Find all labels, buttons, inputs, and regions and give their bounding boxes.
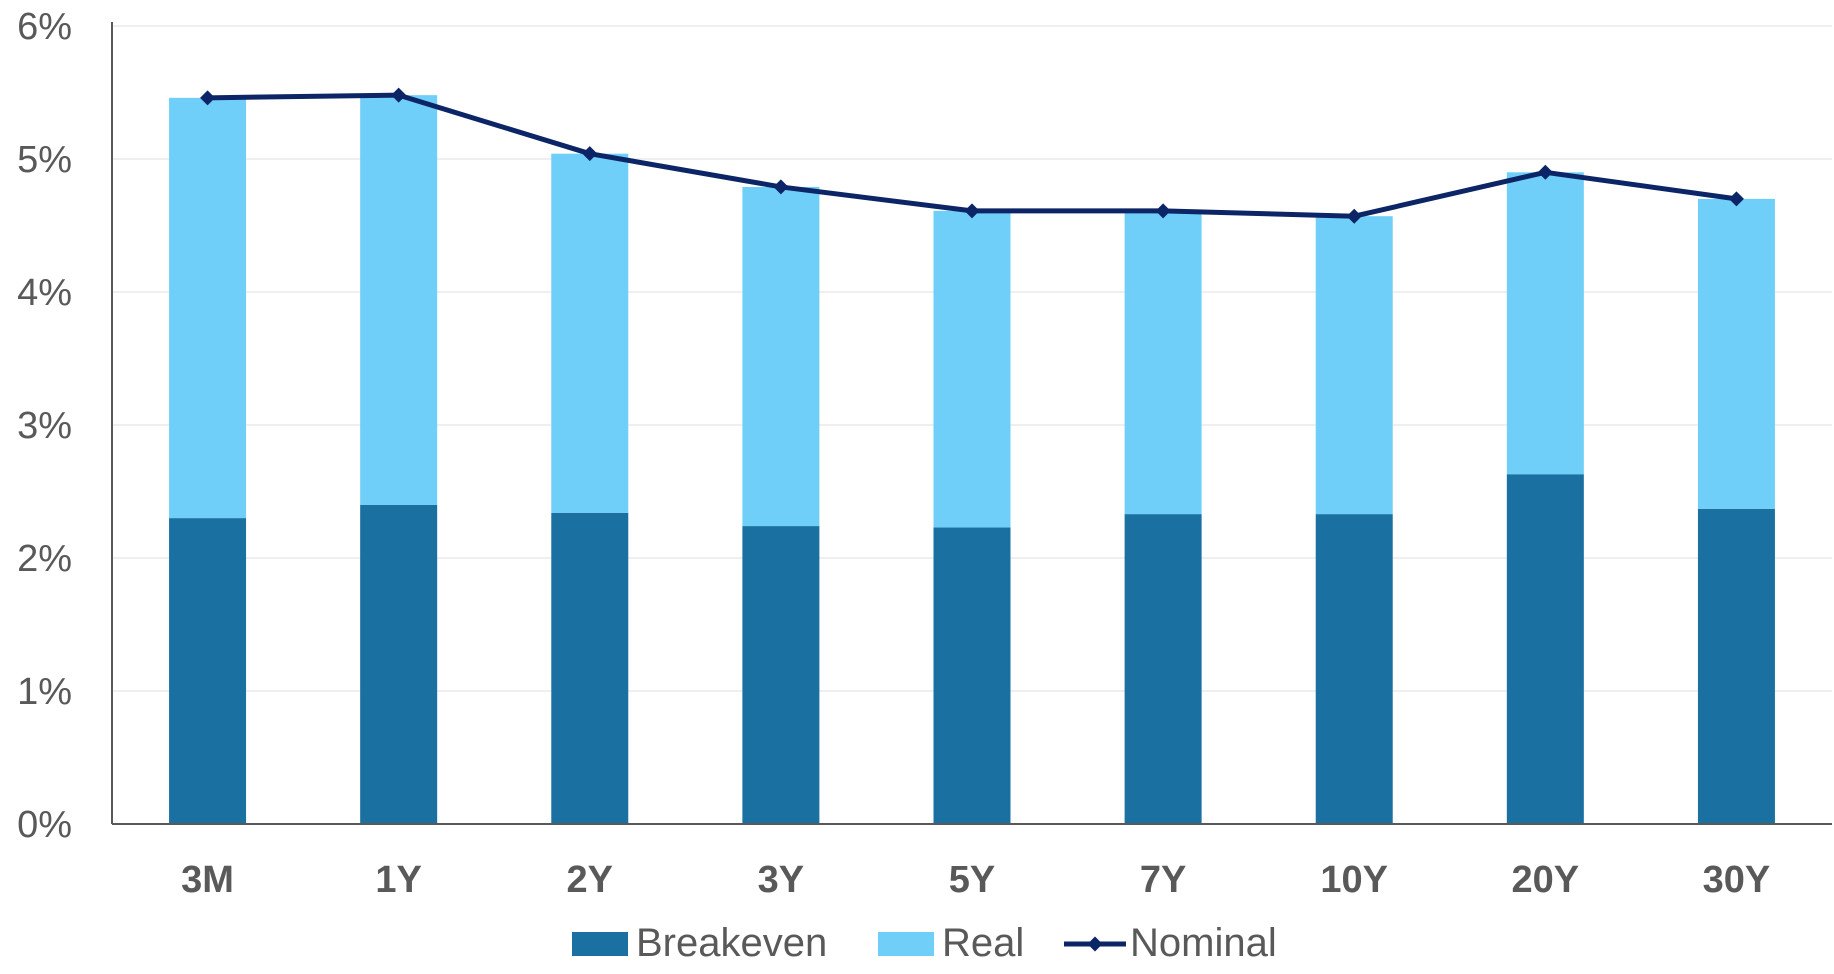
legend-label-breakeven: Breakeven [636, 921, 827, 965]
point-nominal-30y [1728, 191, 1744, 207]
x-tick-label-3y: 3Y [758, 859, 804, 901]
y-tick-label: 6% [17, 6, 72, 48]
axes: 0% 1% 2% 3% 4% 5% 6% 3M 1Y 2Y 3Y 5Y 7Y 10Y 20Y 30Y [17, 6, 1832, 901]
point-nominal-20y [1537, 164, 1553, 180]
y-tick-label: 0% [17, 804, 72, 846]
point-nominal-3y [773, 179, 789, 195]
bar-real-20y [1506, 172, 1584, 475]
bar-breakeven-30y [1697, 508, 1775, 824]
y-tick-label: 4% [17, 272, 72, 314]
bar-breakeven-20y [1506, 474, 1584, 824]
x-tick-label-2y: 2Y [567, 859, 613, 901]
point-nominal-10y [1346, 208, 1362, 224]
legend-marker-nominal [1087, 936, 1103, 952]
bar-breakeven-2y [551, 512, 629, 824]
legend-swatch-real [878, 932, 934, 956]
bar-breakeven-3y [742, 526, 820, 824]
x-tick-label-5y: 5Y [949, 859, 995, 901]
bar-breakeven-7y [1124, 514, 1202, 824]
x-tick-label-20y: 20Y [1512, 859, 1580, 901]
bar-real-3y [742, 186, 820, 527]
bar-breakeven-10y [1315, 514, 1393, 824]
legend-label-nominal: Nominal [1130, 921, 1277, 965]
x-tick-label-7y: 7Y [1140, 859, 1186, 901]
point-nominal-7y [1155, 203, 1171, 219]
bars [169, 95, 1775, 824]
bar-real-10y [1315, 216, 1393, 515]
bar-real-5y [933, 210, 1011, 528]
y-tick-label: 2% [17, 538, 72, 580]
x-tick-label-3m: 3M [181, 859, 234, 901]
legend: Breakeven Real Nominal [572, 921, 1277, 965]
y-tick-label: 3% [17, 405, 72, 447]
bar-real-2y [551, 153, 629, 513]
bar-real-30y [1697, 198, 1775, 509]
y-tick-label: 5% [17, 139, 72, 181]
point-nominal-1y [391, 87, 407, 103]
legend-label-real: Real [942, 921, 1024, 965]
nominal-line-layer [200, 87, 1744, 224]
point-nominal-2y [582, 146, 598, 162]
bar-real-7y [1124, 210, 1202, 515]
bar-breakeven-3m [169, 518, 247, 824]
point-nominal-3m [200, 90, 216, 106]
bar-breakeven-1y [360, 504, 438, 824]
bar-real-3m [169, 97, 247, 519]
bar-breakeven-5y [933, 527, 1011, 824]
legend-swatch-breakeven [572, 932, 628, 956]
x-tick-label-10y: 10Y [1320, 859, 1388, 901]
bar-real-1y [360, 95, 438, 505]
point-nominal-5y [964, 203, 980, 219]
y-tick-label: 1% [17, 671, 72, 713]
x-tick-label-30y: 30Y [1703, 859, 1771, 901]
x-tick-label-1y: 1Y [375, 859, 421, 901]
